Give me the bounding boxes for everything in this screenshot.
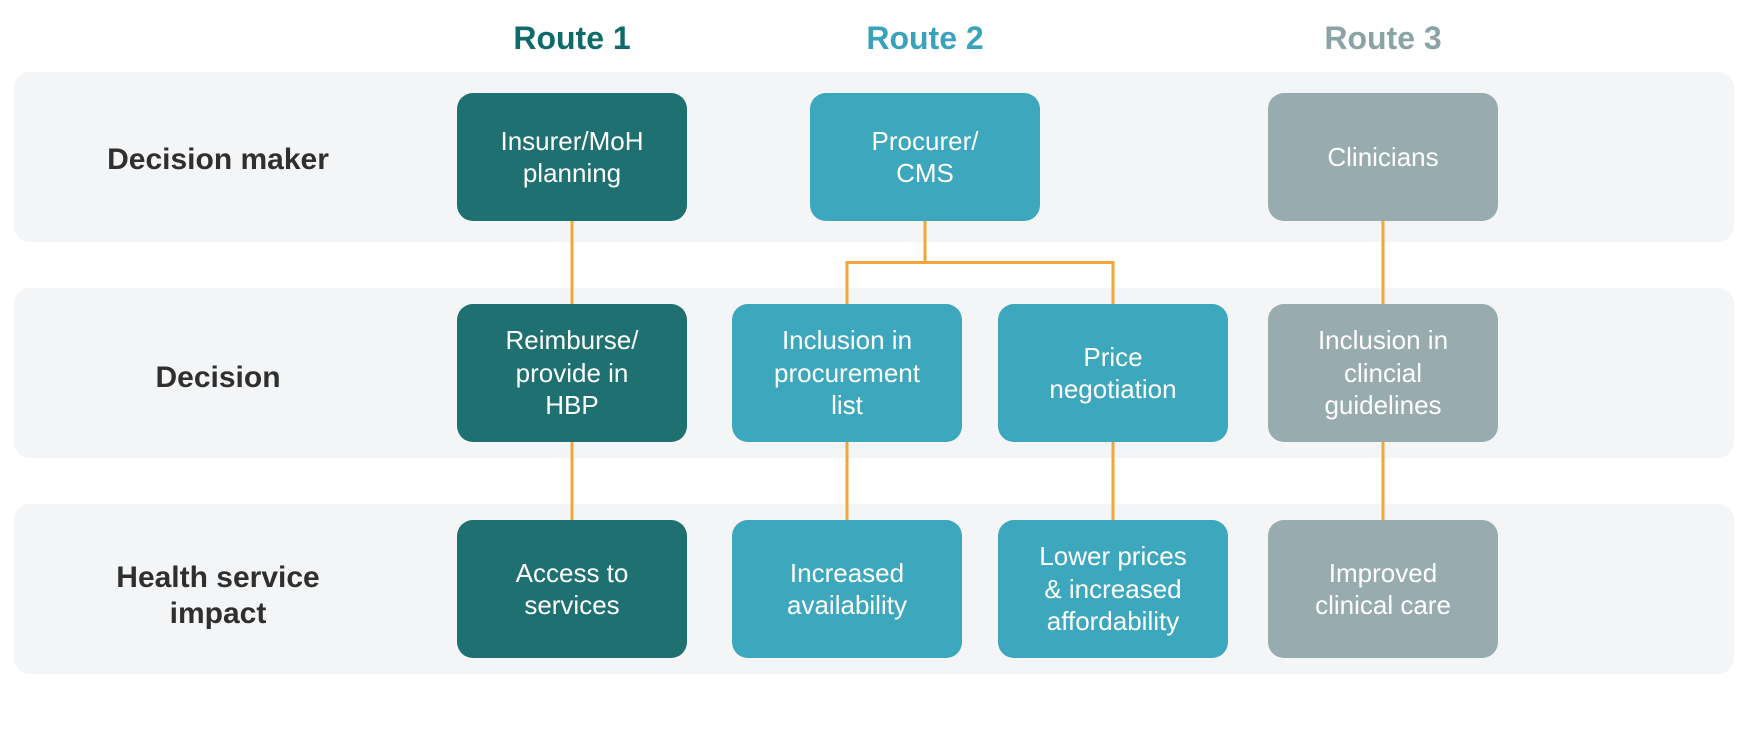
node-n2: Procurer/CMS bbox=[810, 93, 1040, 221]
column-header-route2: Route 2 bbox=[866, 20, 983, 57]
node-n11: Improvedclinical care bbox=[1268, 520, 1498, 658]
node-n4: Reimburse/provide inHBP bbox=[457, 304, 687, 442]
row-label-impact: Health serviceimpact bbox=[116, 560, 319, 632]
node-n3: Clinicians bbox=[1268, 93, 1498, 221]
node-n7: Inclusion inclincialguidelines bbox=[1268, 304, 1498, 442]
routes-diagram: Decision maker Decision Health serviceimpa… bbox=[0, 0, 1746, 742]
row-label-maker: Decision maker bbox=[107, 142, 329, 178]
row-label-decision: Decision bbox=[155, 360, 280, 396]
column-header-route3: Route 3 bbox=[1324, 20, 1441, 57]
node-n8: Access toservices bbox=[457, 520, 687, 658]
node-n9: Increasedavailability bbox=[732, 520, 962, 658]
node-n1: Insurer/MoHplanning bbox=[457, 93, 687, 221]
node-n10: Lower prices& increasedaffordability bbox=[998, 520, 1228, 658]
node-n5: Inclusion inprocurementlist bbox=[732, 304, 962, 442]
column-header-route1: Route 1 bbox=[513, 20, 630, 57]
node-n6: Pricenegotiation bbox=[998, 304, 1228, 442]
